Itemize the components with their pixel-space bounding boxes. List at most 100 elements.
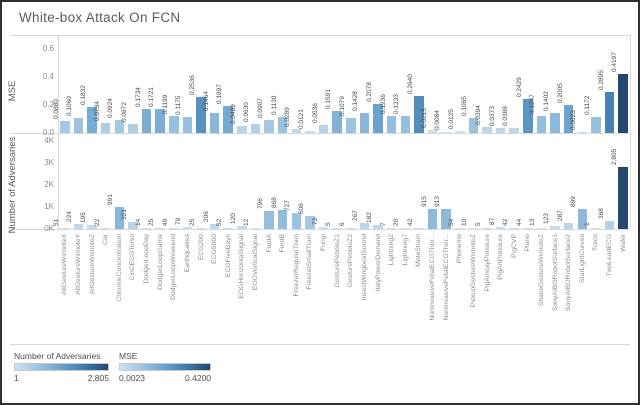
- bar-value-label: 0.0289: [284, 107, 292, 127]
- bar-value-label: 0.2536: [189, 75, 196, 96]
- category-label: EOGVerticalSignal: [251, 234, 259, 291]
- category-label: InsectWingbeatSound: [360, 234, 368, 301]
- bar-PigAirwayPressure: [482, 228, 492, 229]
- bar-FreezerSmallTrain: [305, 215, 315, 229]
- bar-value-label: 0.0125: [447, 109, 455, 130]
- bar-AllGestureWiimoteZ: [87, 224, 97, 229]
- y-tick-label: 0.6: [42, 44, 54, 53]
- bar-value-label: 49: [161, 218, 169, 226]
- bar-value-label: 0.1065: [461, 96, 469, 117]
- chart-title: White-box Attack On FCN: [19, 10, 181, 25]
- bar-value-label: 78: [175, 218, 183, 226]
- bar-value-label: 287: [556, 209, 564, 221]
- bar-value-label: 0.0630: [243, 102, 251, 123]
- bar-FordA: [264, 120, 274, 133]
- bar-value-label: 206: [202, 211, 210, 223]
- bar-PigCVP: [509, 228, 519, 229]
- bar-Lightning7: [400, 115, 411, 133]
- bar-SonyAIBORobotSurface2: [563, 104, 574, 133]
- bar-NonInvasiveFetalECGThorax1: [427, 208, 438, 229]
- category-label: NonInvasiveFetalECGThor...: [442, 234, 450, 321]
- legend-separator-line: [10, 344, 630, 345]
- bar-value-label: 0.1130: [270, 95, 278, 116]
- bar-value-label: 727: [284, 200, 292, 211]
- legend-mse: MSE 0.0023 0.4200: [119, 350, 211, 383]
- bar-Trace: [591, 228, 601, 229]
- category-label: Trace: [592, 234, 600, 252]
- bar-value-label: 0.1060: [66, 96, 74, 117]
- category-label: Lightning2: [388, 234, 396, 266]
- category-label: AllGestureWiimoteZ: [88, 234, 96, 295]
- bar-Wafer: [618, 74, 628, 133]
- bar-value-label: 868: [270, 197, 278, 208]
- category-label: CinCECGTorso: [129, 234, 137, 281]
- category-label: ECGFiveDays: [224, 234, 232, 278]
- bar-value-label: 0.1199: [161, 94, 169, 115]
- legend-adversaries-range: 1 2,805: [14, 373, 109, 383]
- category-label: Phoneme: [456, 234, 464, 264]
- bar-DodgerLoopGame: [155, 108, 165, 133]
- y-tick-label: 1K: [44, 202, 54, 211]
- bar-FreezerSmallTrain: [305, 131, 315, 133]
- legend-adversaries: Number of Adversaries 1 2,805: [14, 350, 109, 383]
- bar-value-label: 368: [597, 208, 605, 219]
- bar-DodgerLoopWeekend: [169, 116, 179, 133]
- bar-value-label: 2,805: [611, 149, 619, 166]
- bar-value-label: 123: [543, 213, 551, 225]
- bar-Lightning2: [386, 115, 397, 133]
- category-label: ECG200: [197, 234, 205, 261]
- bar-DodgerLoopGame: [155, 228, 165, 229]
- bar-value-label: 899: [570, 196, 578, 208]
- bar-value-label: 267: [352, 210, 360, 222]
- bar-value-label: 20: [393, 218, 401, 226]
- bar-value-label: 5: [475, 222, 482, 226]
- bar-value-label: 0.1428: [352, 91, 360, 111]
- bar-ECG5000: [209, 224, 220, 229]
- category-label: Earthquakes: [183, 234, 191, 273]
- bar-GesturePebbleZ2: [346, 117, 356, 133]
- bar-DodgerLoopDay: [141, 108, 152, 133]
- category-label: AllGestureWiimoteX: [61, 234, 69, 295]
- legend-adversaries-min: 1: [14, 373, 19, 383]
- bar-value-label: 0.1402: [543, 91, 551, 112]
- bar-value-label: 54: [447, 218, 455, 226]
- bar-SonyAIBORobotSurface2: [563, 222, 574, 229]
- bar-value-label: 224: [66, 211, 74, 223]
- category-label: Plane: [524, 234, 532, 252]
- bar-value-label: 0.1464: [202, 90, 210, 111]
- category-label: SonyAIBORobotSurface1: [551, 234, 559, 312]
- bar-SonyAIBORobotSurface1: [550, 226, 560, 229]
- category-label: DodgerLoopWeekend: [170, 234, 178, 301]
- category-label: MoteStrain: [415, 234, 423, 267]
- category-label: AllGestureWiimoteY: [74, 234, 82, 295]
- category-label: NonInvasiveFetalECGThor...: [429, 234, 437, 321]
- y-axis-line: [58, 35, 59, 229]
- bar-value-label: 0.0489: [229, 104, 237, 125]
- x-axis-line: [10, 229, 630, 230]
- y-tick-label: 0K: [44, 224, 54, 233]
- bar-value-label: 7: [379, 222, 387, 226]
- mse-axis-title: MSE: [7, 80, 18, 102]
- category-label: FreezerRegularTrain: [292, 234, 300, 297]
- bar-ShakeGestureWiimoteZ: [536, 115, 547, 133]
- bar-SonyAIBORobotSurface1: [550, 113, 560, 133]
- bar-value-label: 0.0121: [297, 109, 305, 130]
- bar-ShakeGestureWiimoteZ: [536, 228, 547, 229]
- bar-Car: [100, 122, 111, 133]
- bar-Plane: [523, 98, 533, 133]
- bar-StarLightCurves: [577, 132, 588, 133]
- bar-ChlorineConcentration: [114, 207, 125, 229]
- bar-value-label: 0.0536: [311, 103, 319, 124]
- bar-value-label: 51: [52, 218, 60, 226]
- bar-value-label: 796: [257, 198, 265, 210]
- bar-value-label: 991: [107, 194, 115, 206]
- bar-value-label: 0.0388: [502, 105, 510, 126]
- bar-value-label: 0.1721: [148, 87, 156, 107]
- category-label: Lightning7: [401, 234, 409, 266]
- category-label: ItalyPowerDemand: [374, 234, 382, 292]
- bar-value-label: 12: [243, 218, 251, 226]
- category-label: StarLightCurves: [578, 234, 586, 283]
- bar-FordA: [264, 211, 274, 229]
- legend-adversaries-max: 2,805: [87, 373, 109, 383]
